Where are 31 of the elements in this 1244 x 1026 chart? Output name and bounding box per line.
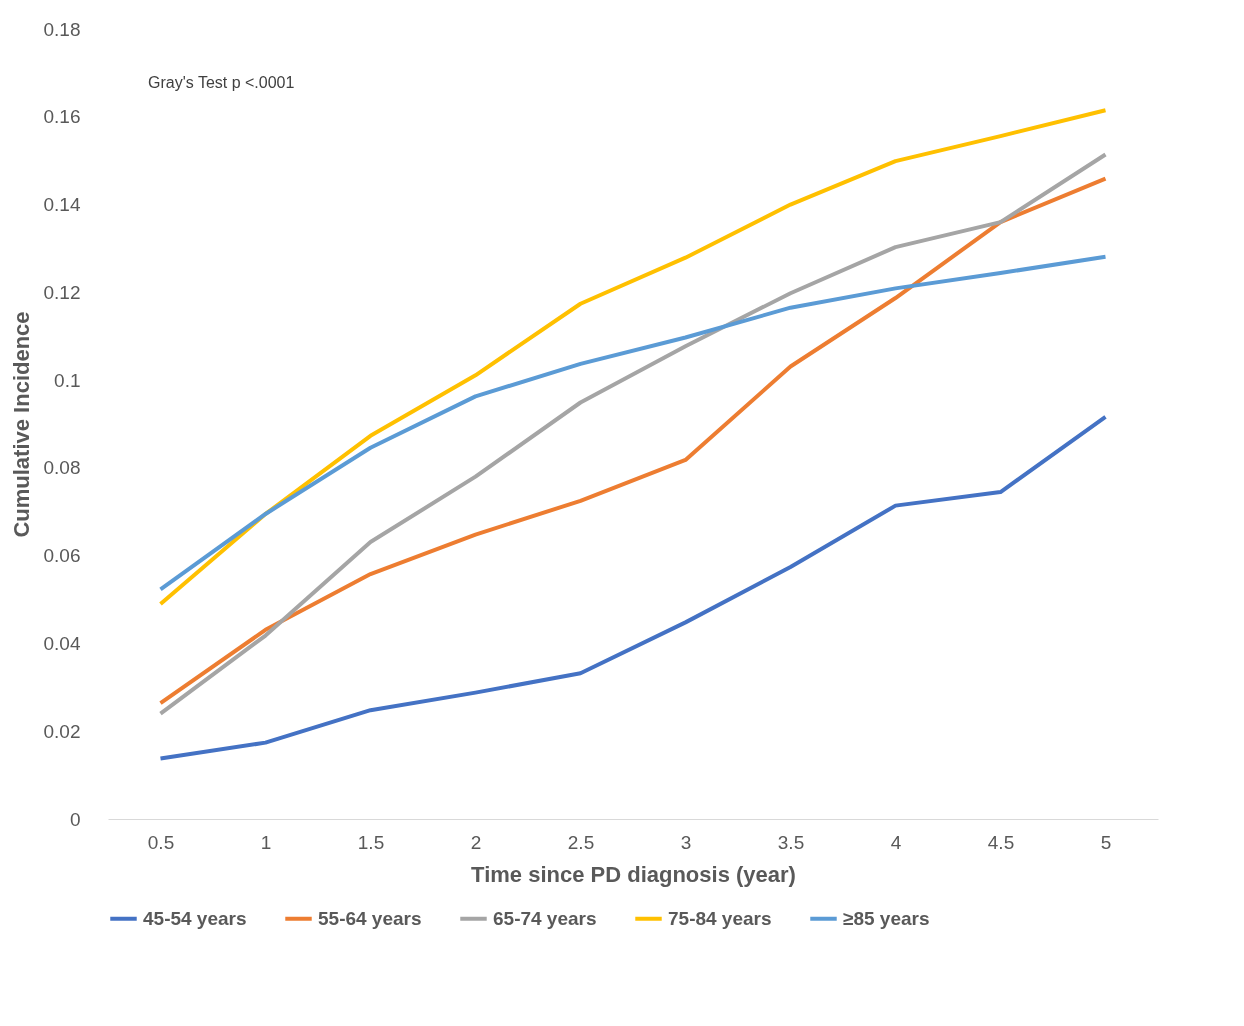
x-axis-title: Time since PD diagnosis (year) (471, 861, 796, 887)
x-tick-label: 1 (260, 831, 272, 853)
y-tick-label: 0.08 (43, 457, 81, 479)
y-tick-label: 0.06 (43, 545, 81, 567)
legend-label: 55-64 years (318, 907, 422, 929)
line-series (158, 414, 1108, 761)
x-tick-label: 3.5 (777, 831, 805, 853)
line-series (158, 254, 1108, 592)
x-tick-label: 4 (890, 831, 902, 853)
x-tick-label: 4.5 (987, 831, 1015, 853)
x-tick-label: 5 (1100, 831, 1112, 853)
annotation: Gray's Test p <.0001 (148, 74, 295, 91)
legend-label: 65-74 years (493, 907, 597, 929)
x-tick-label: 1.5 (357, 831, 385, 853)
y-tick-label: 0.02 (43, 720, 81, 742)
legend-label: 75-84 years (668, 907, 772, 929)
line-series (158, 108, 1108, 606)
y-tick-label: 0.14 (43, 194, 81, 216)
legend-label: ≥85 years (843, 907, 930, 929)
legend-label: 45-54 years (143, 907, 247, 929)
y-tick-label: 0.16 (43, 106, 81, 128)
y-tick-label: 0.1 (54, 369, 81, 391)
x-tick-label: 3 (680, 831, 692, 853)
x-tick-label: 2.5 (567, 831, 595, 853)
y-tick-label: 0.04 (43, 632, 81, 654)
x-tick-label: 2 (470, 831, 482, 853)
y-tick-label: 0.12 (43, 281, 81, 303)
y-axis-title: Cumulative Incidence (8, 311, 34, 538)
x-tick-label: 0.5 (147, 831, 175, 853)
y-tick-label: 0 (69, 808, 81, 830)
y-tick-label: 0.18 (43, 18, 81, 40)
